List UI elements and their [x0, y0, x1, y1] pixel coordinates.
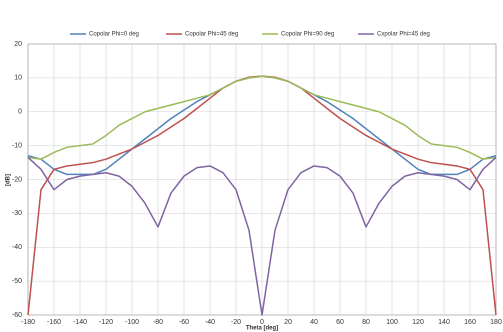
x-tick-label: 0: [260, 319, 264, 326]
legend-label: Copolar Phi=0 deg: [89, 32, 139, 38]
x-tick-label: 180: [490, 319, 502, 326]
y-tick-label: -20: [12, 176, 22, 183]
legend-label: Copolar Phi=90 deg: [281, 32, 334, 38]
x-tick-label: 140: [438, 319, 450, 326]
y-tick-label: -50: [12, 278, 22, 285]
y-tick-label: -30: [12, 210, 22, 217]
y-axis-label: [dB]: [6, 174, 12, 186]
y-tick-label: -40: [12, 244, 22, 251]
legend-label: Cxpolar Phi=45 deg: [377, 32, 430, 38]
y-tick-label: 10: [14, 75, 22, 82]
x-axis-label: Theta [deg]: [246, 326, 278, 332]
x-tick-label: -100: [125, 319, 139, 326]
x-tick-label: -120: [99, 319, 113, 326]
x-tick-label: 60: [336, 319, 344, 326]
series-line: [27, 156, 497, 316]
x-tick-label: 160: [464, 319, 476, 326]
x-tick-label: -20: [231, 319, 241, 326]
y-tick-label: 0: [18, 109, 22, 116]
series-line: [27, 75, 497, 160]
x-tick-label: -60: [179, 319, 189, 326]
x-tick-label: -80: [153, 319, 163, 326]
x-tick-label: -180: [21, 319, 35, 326]
x-tick-label: 80: [362, 319, 370, 326]
x-tick-label: -160: [47, 319, 61, 326]
x-tick-label: -40: [205, 319, 215, 326]
x-tick-label: 100: [386, 319, 398, 326]
x-tick-label: 40: [310, 319, 318, 326]
y-tick-label: 20: [14, 41, 22, 48]
legend-label: Copolar Phi=45 deg: [185, 32, 238, 38]
y-tick-label: -10: [12, 142, 22, 149]
y-tick-label: -60: [12, 312, 22, 319]
x-tick-label: -140: [73, 319, 87, 326]
x-tick-label: 20: [284, 319, 292, 326]
x-tick-label: 120: [412, 319, 424, 326]
